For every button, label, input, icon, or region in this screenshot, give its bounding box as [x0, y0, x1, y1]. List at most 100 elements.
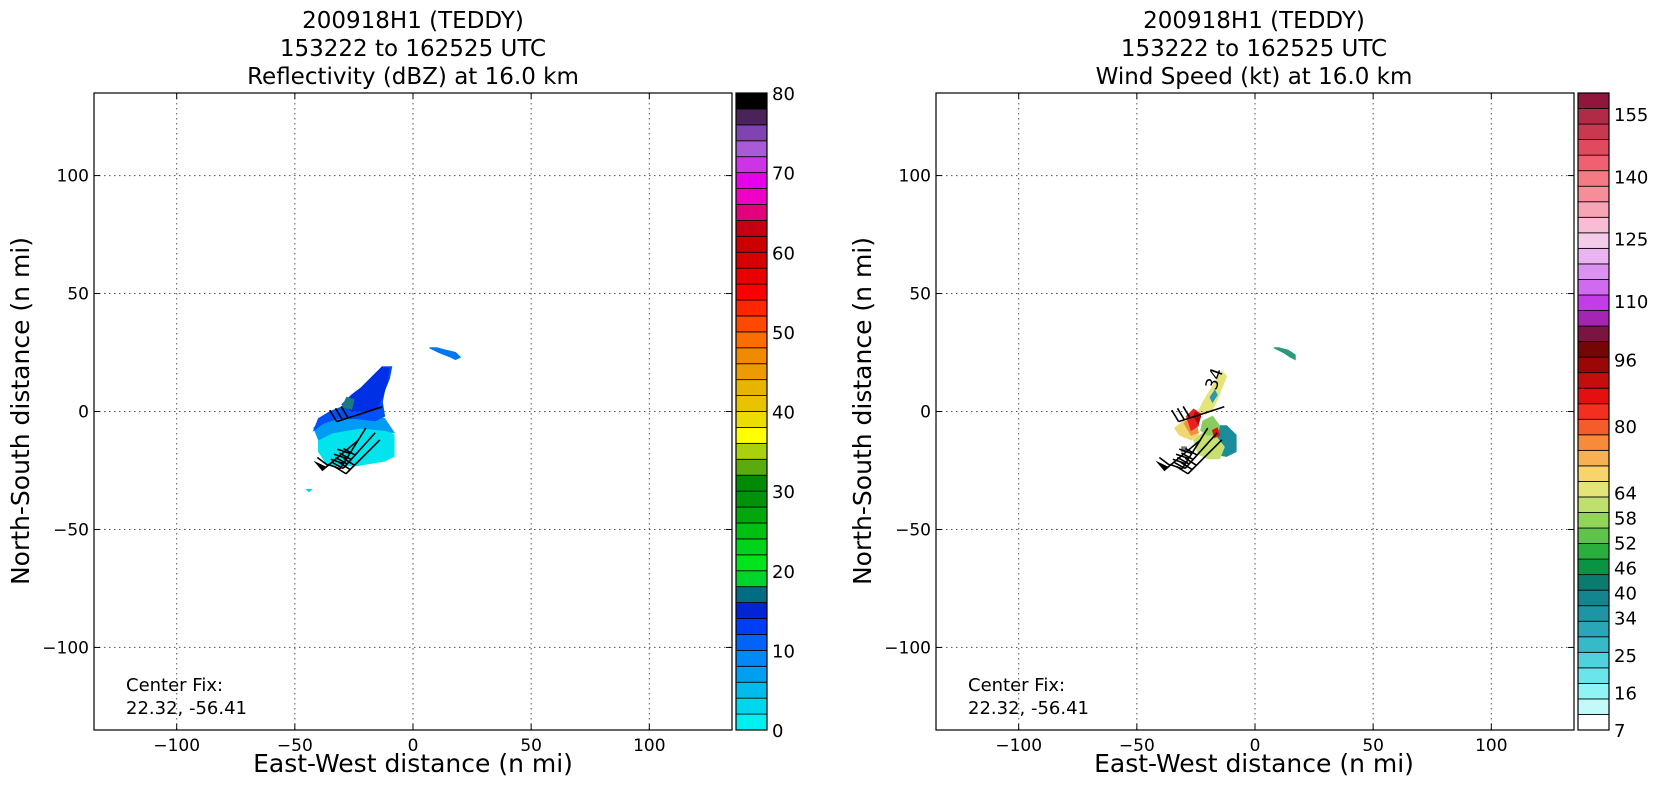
wind-barb	[334, 439, 381, 475]
wind-barb-full	[1172, 458, 1186, 465]
colorbar-tick-label: 40	[1614, 584, 1637, 605]
colorbar-segment	[735, 204, 768, 221]
wind-barb-full	[1178, 448, 1193, 455]
colorbar-tick-label: 80	[1614, 417, 1637, 438]
y-tick-label: 0	[78, 403, 89, 423]
y-tick-label: 100	[57, 167, 89, 187]
colorbar-segment	[735, 363, 768, 381]
chart-title-line-1: 200918H1 (TEDDY)	[1143, 8, 1365, 34]
colorbar-segment	[735, 649, 768, 667]
wind-barb-full	[1177, 456, 1190, 465]
colorbar-segment	[1577, 123, 1610, 141]
colorbar-segment	[735, 315, 768, 333]
colorbar-segment	[1577, 651, 1610, 669]
colorbar-segment	[735, 411, 768, 428]
colorbar-segment	[735, 140, 768, 158]
colorbar-segment	[735, 156, 768, 174]
chart-title-line-3: Reflectivity (dBZ) at 16.0 km	[247, 64, 579, 90]
contour-label: 34	[1202, 366, 1228, 393]
colorbar-segment	[735, 522, 768, 540]
wind-barb-flag	[1155, 460, 1169, 471]
colorbar-segment	[1577, 512, 1610, 529]
colorbar-tick-label: 80	[772, 84, 795, 105]
colorbar-segment	[735, 92, 768, 110]
wind-barb-full	[1175, 453, 1189, 460]
colorbar-tick-label: 7	[1614, 721, 1625, 742]
y-tick-label: 50	[67, 285, 89, 305]
chart-title-line-2: 153222 to 162525 UTC	[1121, 36, 1387, 62]
colorbar-segment	[1577, 496, 1610, 513]
colorbar-segment	[735, 442, 768, 460]
wind-barb-staff	[345, 439, 381, 475]
colorbar-segment	[735, 379, 768, 396]
chart-title-line-1: 200918H1 (TEDDY)	[302, 8, 524, 34]
colorbar-segment	[1577, 387, 1610, 405]
colorbar-segment	[1577, 543, 1610, 560]
center-fix-label: Center Fix:	[968, 675, 1065, 696]
wind-barb	[1176, 439, 1223, 475]
colorbar-segment	[1577, 216, 1610, 234]
chart-title-line-2: 153222 to 162525 UTC	[280, 36, 546, 62]
colorbar-tick-label: 50	[772, 323, 795, 344]
colorbar-segment	[1577, 698, 1610, 715]
colorbar-segment	[735, 554, 768, 572]
colorbar-segment	[1577, 325, 1610, 342]
colorbar-segment	[1577, 294, 1610, 311]
colorbar-segment	[1577, 714, 1610, 731]
colorbar-segment	[1577, 574, 1610, 591]
y-tick-label: −100	[884, 638, 931, 658]
colorbar-tick-label: 34	[1614, 609, 1637, 630]
wind-barb-full	[316, 456, 329, 467]
wind-barb-full	[1173, 461, 1186, 470]
colorbar-segment	[1577, 558, 1610, 576]
wind-barb-full	[336, 448, 351, 455]
wind-barb-full	[1171, 409, 1180, 423]
colorbar-segment	[1577, 154, 1610, 172]
colorbar-tick-label: 96	[1614, 350, 1637, 371]
x-tick-label: 100	[1475, 736, 1507, 756]
x-tick-label: 0	[408, 736, 419, 756]
colorbar-segment	[735, 235, 768, 253]
colorbar-tick-label: 58	[1614, 509, 1637, 530]
wind-barb-full	[1176, 466, 1189, 475]
colorbar-segment	[1577, 247, 1610, 265]
colorbar-tick-label: 64	[1614, 484, 1637, 505]
colorbar-segment	[1577, 682, 1610, 700]
x-tick-label: 50	[1362, 736, 1384, 756]
colorbar-tick-label: 46	[1614, 559, 1637, 580]
wind-barb-staff	[1178, 406, 1225, 423]
colorbar-segment	[1577, 589, 1610, 607]
x-tick-label: −100	[995, 736, 1042, 756]
colorbar-segment	[1577, 527, 1610, 544]
x-tick-label: −50	[1119, 736, 1155, 756]
colorbar: 0 10 20 30 40 50 60 70 80	[735, 84, 795, 742]
colorbar-segment	[1577, 185, 1610, 203]
chart-title-line-3: Wind Speed (kt) at 16.0 km	[1096, 64, 1413, 90]
center-fix-label: Center Fix:	[126, 675, 223, 696]
y-axis-label: North-South distance (n mi)	[848, 237, 877, 585]
colorbar-tick-label: 25	[1614, 646, 1637, 667]
reflectivity-region	[429, 347, 462, 361]
colorbar-segment	[735, 570, 768, 588]
colorbar-segment	[735, 331, 768, 349]
colorbar-tick-label: 60	[772, 243, 795, 264]
colorbar-tick-label: 0	[772, 721, 783, 742]
colorbar-segment	[735, 697, 768, 715]
colorbar-segment	[1577, 667, 1610, 684]
colorbar-segment	[735, 506, 768, 524]
wind-barb-full	[342, 457, 355, 466]
colorbar-segment	[1577, 620, 1610, 638]
colorbar-segment	[735, 474, 768, 492]
x-tick-label: 50	[520, 736, 542, 756]
wind-speed-region	[1273, 347, 1296, 361]
data-layer	[305, 347, 462, 493]
x-axis-label: East-West distance (n mi)	[253, 749, 573, 778]
colorbar-tick-label: 125	[1614, 230, 1648, 251]
wind-barb-full	[333, 453, 347, 460]
wind-barb-full	[343, 447, 356, 456]
colorbar-segment	[1577, 465, 1610, 482]
colorbar-tick-label: 20	[772, 562, 795, 583]
wind-barb	[1173, 432, 1218, 470]
colorbar-segment	[1577, 605, 1610, 622]
wind-barb	[1155, 439, 1202, 472]
